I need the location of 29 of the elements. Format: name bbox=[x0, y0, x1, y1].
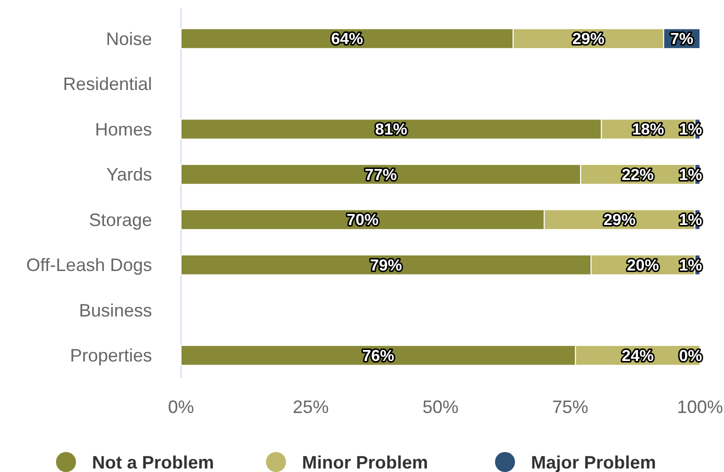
y-tick-label: Properties bbox=[70, 346, 152, 366]
legend-label: Major Problem bbox=[531, 452, 656, 472]
data-label: 29% bbox=[604, 212, 636, 230]
x-tick-label: 25% bbox=[292, 397, 329, 417]
data-label: 29% bbox=[572, 31, 604, 48]
x-tick-label: 75% bbox=[552, 397, 588, 417]
data-label: 64% bbox=[331, 31, 364, 48]
data-label: 7% bbox=[670, 31, 694, 48]
data-label: 20% bbox=[626, 257, 659, 274]
data-label: 77% bbox=[364, 166, 397, 184]
data-label: 79% bbox=[370, 257, 402, 274]
y-tick-label: Storage bbox=[88, 210, 152, 230]
data-label: 22% bbox=[622, 166, 654, 184]
data-label: 76% bbox=[362, 348, 394, 365]
y-tick-label: Noise bbox=[106, 28, 152, 49]
legend-label: Minor Problem bbox=[302, 452, 428, 472]
data-label: 81% bbox=[375, 122, 408, 139]
y-tick-label: Business bbox=[78, 300, 152, 320]
x-tick-label: 50% bbox=[422, 397, 459, 417]
x-tick-label: 100% bbox=[676, 397, 724, 417]
y-tick-label: Homes bbox=[94, 119, 152, 140]
y-tick-label: Yards bbox=[106, 164, 152, 185]
data-label: 70% bbox=[346, 212, 379, 230]
legend-label: Not a Problem bbox=[92, 452, 214, 472]
y-tick-label: Residential bbox=[62, 74, 152, 94]
y-tick-label: Off-Leash Dogs bbox=[26, 255, 152, 276]
data-label: 18% bbox=[632, 122, 664, 139]
x-tick-label: 0% bbox=[168, 397, 194, 417]
data-label: 24% bbox=[622, 348, 654, 365]
